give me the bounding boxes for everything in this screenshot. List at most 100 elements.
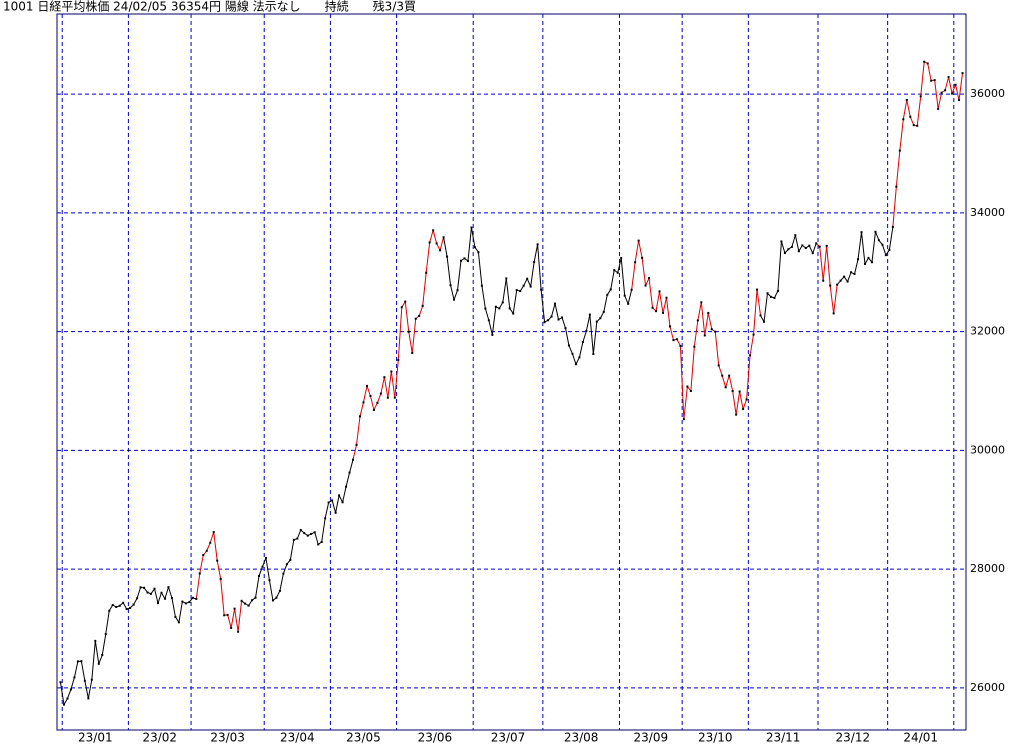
line-segment <box>582 330 587 343</box>
data-point <box>947 76 950 79</box>
line-segment <box>551 303 556 317</box>
data-point <box>404 300 407 303</box>
data-point <box>648 277 651 280</box>
data-point <box>348 471 351 474</box>
line-segment <box>154 588 159 604</box>
line-segment <box>324 502 330 519</box>
data-point <box>508 307 511 310</box>
data-point <box>69 688 72 691</box>
line-segment <box>220 579 225 616</box>
data-point <box>843 275 846 278</box>
line-segment <box>373 402 378 411</box>
line-segment <box>753 289 758 335</box>
data-point <box>846 280 849 283</box>
line-segment <box>537 244 542 290</box>
data-point <box>822 279 825 282</box>
data-point <box>251 599 254 602</box>
data-point <box>181 600 184 603</box>
data-point <box>143 586 146 589</box>
data-point <box>365 384 368 387</box>
data-point <box>815 242 818 245</box>
data-point <box>73 676 76 679</box>
data-point <box>735 413 738 416</box>
data-point <box>223 614 226 617</box>
y-tick-label: 36000 <box>970 87 1005 100</box>
line-segment <box>488 320 493 336</box>
data-point <box>780 240 783 243</box>
x-tick-label: 23/03 <box>210 731 245 745</box>
data-point <box>115 605 118 608</box>
data-point <box>240 599 243 602</box>
y-tick-label: 28000 <box>970 562 1005 575</box>
data-point <box>432 229 435 232</box>
data-point <box>275 596 278 599</box>
data-point <box>480 284 483 287</box>
data-point <box>731 390 734 393</box>
data-point <box>891 225 894 228</box>
data-point <box>372 408 375 411</box>
data-point <box>578 356 581 359</box>
data-point <box>470 226 473 229</box>
line-segment <box>874 231 880 241</box>
line-segment <box>902 99 908 120</box>
line-segment <box>617 257 622 273</box>
data-point <box>672 339 675 342</box>
line-segment <box>268 580 274 601</box>
data-point <box>787 248 790 251</box>
line-segment <box>641 257 647 286</box>
line-segment <box>418 305 424 317</box>
line-segment <box>70 677 75 690</box>
line-segment <box>854 259 859 275</box>
line-segment <box>432 230 438 244</box>
line-segment <box>780 241 786 254</box>
data-point <box>212 531 215 534</box>
data-point <box>766 292 769 295</box>
data-point <box>327 501 330 504</box>
data-point <box>167 586 170 589</box>
data-point <box>916 124 919 127</box>
line-segment <box>446 256 452 286</box>
data-point <box>362 401 365 404</box>
line-segment <box>746 355 751 400</box>
data-point <box>390 370 393 373</box>
data-point <box>132 603 135 606</box>
line-segment <box>491 306 497 335</box>
line-segment <box>721 375 727 388</box>
line-segment <box>718 365 723 376</box>
data-point <box>675 338 678 341</box>
line-segment <box>599 311 605 319</box>
line-segment <box>352 444 358 460</box>
data-point <box>693 345 696 348</box>
line-segment <box>756 289 762 316</box>
data-point <box>195 597 198 600</box>
line-segment <box>227 614 232 629</box>
data-point <box>439 249 442 252</box>
line-segment <box>122 602 128 610</box>
data-point <box>710 328 713 331</box>
data-point <box>609 288 612 291</box>
data-point <box>714 330 717 333</box>
data-point <box>700 301 703 304</box>
data-point <box>258 575 260 578</box>
data-point <box>902 118 905 121</box>
x-tick-label: 23/06 <box>418 731 453 745</box>
line-segment <box>436 243 441 251</box>
line-segment <box>895 150 901 187</box>
data-point <box>160 591 163 594</box>
data-point <box>864 262 866 265</box>
line-segment <box>383 377 389 398</box>
data-point <box>522 284 525 287</box>
data-point <box>940 91 943 94</box>
data-point <box>543 321 546 324</box>
data-point <box>554 302 557 305</box>
data-point <box>884 254 887 257</box>
data-point <box>261 565 264 568</box>
line-segment <box>530 261 535 287</box>
data-point <box>898 149 901 152</box>
data-point <box>505 277 508 280</box>
line-segment <box>314 532 319 545</box>
data-point <box>87 697 90 700</box>
data-point <box>463 257 466 260</box>
line-segment <box>575 357 580 365</box>
data-point <box>421 304 424 307</box>
